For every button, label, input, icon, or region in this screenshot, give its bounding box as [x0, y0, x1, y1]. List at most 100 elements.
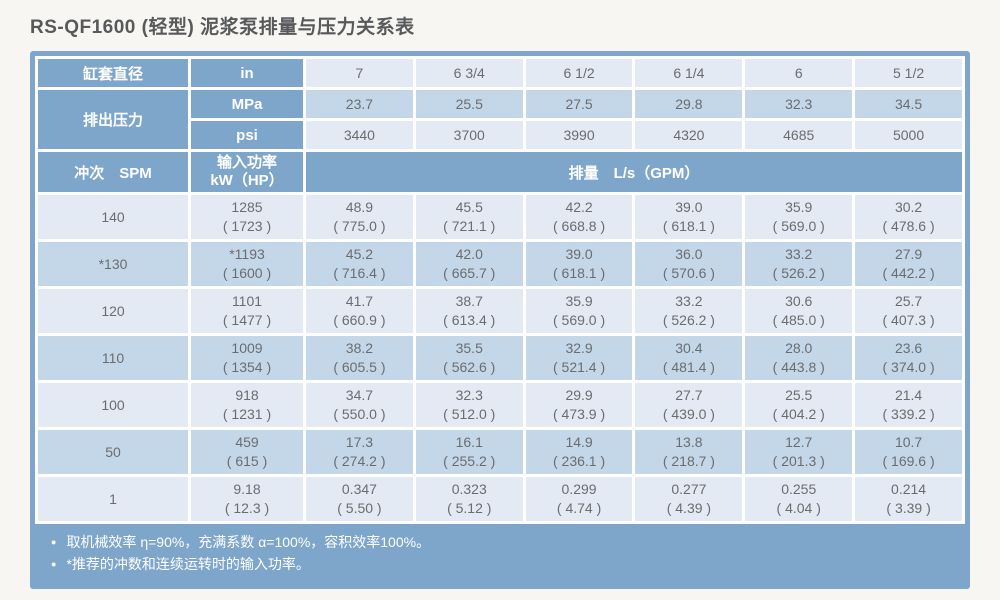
paren-line: ( 526.2 ): [772, 265, 825, 281]
psi-cell: 3990: [525, 121, 633, 149]
notes-section: ● 取机械效率 η=90%，充满系数 α=100%，容积效率100%。 ● *推…: [35, 524, 965, 584]
paren-line: ( 618.1 ): [662, 218, 715, 234]
flow-cell: 0.255 ( 4.04 ): [745, 477, 853, 521]
note-text: 取机械效率 η=90%，充满系数 α=100%，容积效率100%。: [66, 534, 431, 550]
flow-cell: 38.7 ( 613.4 ): [415, 289, 523, 333]
power-cell: 1009 ( 1354 ): [191, 336, 303, 380]
flow-cell: 12.7 ( 201.3 ): [745, 430, 853, 474]
column-header-row: 冲次 SPM 输入功率 kW（HP） 排量 L/s（GPM）: [38, 152, 962, 192]
value-line: 16.1: [455, 434, 483, 450]
note-text: *推荐的冲数和连续运转时的输入功率。: [66, 556, 310, 572]
flow-cell: 35.9 ( 569.0 ): [745, 195, 853, 239]
psi-cell: 3440: [306, 121, 413, 149]
paren-line: ( 169.6 ): [882, 453, 935, 469]
value-line: 42.2: [565, 199, 593, 215]
flow-cell: 30.2 ( 478.6 ): [855, 195, 962, 239]
value-line: 1101: [231, 293, 263, 309]
liner-size-cell: 6: [745, 59, 853, 87]
value-line: 0.214: [891, 481, 927, 497]
power-cell: 1101 ( 1477 ): [191, 289, 303, 333]
flow-cell: 42.2 ( 668.8 ): [525, 195, 633, 239]
flow-cell: 0.347 ( 5.50 ): [306, 477, 413, 521]
flow-cell: 0.323 ( 5.12 ): [415, 477, 523, 521]
paren-line: ( 521.4 ): [553, 359, 606, 375]
flow-cell: 23.6 ( 374.0 ): [855, 336, 962, 380]
value-line: 0.255: [781, 481, 817, 497]
paren-line: ( 668.8 ): [553, 218, 606, 234]
value-line: 25.5: [785, 387, 813, 403]
value-line: 33.2: [675, 293, 703, 309]
unit-psi-label: psi: [191, 121, 303, 149]
value-line: 1009: [231, 340, 263, 356]
value-line: 41.7: [345, 293, 374, 309]
mpa-cell: 25.5: [415, 90, 523, 118]
liner-size-cell: 6 1/4: [635, 59, 743, 87]
bullet-icon: ●: [51, 559, 57, 569]
value-line: 459: [235, 434, 259, 450]
flow-cell: 35.5 ( 562.6 ): [415, 336, 523, 380]
spm-cell: 50: [38, 430, 188, 474]
spm-cell: 1: [38, 477, 188, 521]
paren-line: ( 236.1 ): [553, 453, 606, 469]
value-line: 17.3: [345, 434, 374, 450]
flow-cell: 0.214 ( 3.39 ): [855, 477, 962, 521]
power-cell: 9.18 ( 12.3 ): [191, 477, 303, 521]
value-line: 38.2: [345, 340, 374, 356]
value-line: 918: [235, 387, 259, 403]
power-column-label: 输入功率 kW（HP）: [191, 152, 303, 192]
paren-line: ( 1600 ): [222, 265, 272, 281]
flow-cell: 10.7 ( 169.6 ): [855, 430, 962, 474]
paren-line: ( 255.2 ): [443, 453, 496, 469]
note-item: ● 取机械效率 η=90%，充满系数 α=100%，容积效率100%。: [35, 531, 965, 553]
flow-cell: 41.7 ( 660.9 ): [306, 289, 413, 333]
value-line: 32.3: [455, 387, 483, 403]
paren-line: ( 605.5 ): [333, 359, 386, 375]
flow-cell: 34.7 ( 550.0 ): [306, 383, 413, 427]
page-title: RS-QF1600 (轻型) 泥浆泵排量与压力关系表: [30, 17, 415, 38]
spm-cell: 110: [38, 336, 188, 380]
value-line: 25.7: [894, 293, 923, 309]
psi-cell: 4320: [635, 121, 743, 149]
paren-line: ( 665.7 ): [443, 265, 496, 281]
paren-line: ( 775.0 ): [333, 218, 386, 234]
paren-line: ( 478.6 ): [882, 218, 935, 234]
table-row: 100 918 ( 1231 ) 34.7 ( 550.0 ) 32.3 ( 512.0 )…: [38, 383, 962, 427]
paren-line: ( 1354 ): [222, 359, 272, 375]
flow-cell: 14.9 ( 236.1 ): [525, 430, 633, 474]
power-cell: 918 ( 1231 ): [191, 383, 303, 427]
flow-cell: 25.7 ( 407.3 ): [855, 289, 962, 333]
paren-line: ( 4.39 ): [666, 500, 712, 516]
paren-line: ( 1231 ): [222, 406, 272, 422]
paren-line: ( 526.2 ): [662, 312, 715, 328]
paren-line: ( 569.0 ): [772, 218, 825, 234]
value-line: 35.9: [565, 293, 593, 309]
paren-line: ( 339.2 ): [882, 406, 935, 422]
value-line: 35.9: [785, 199, 813, 215]
paren-line: ( 1723 ): [222, 218, 272, 234]
value-line: 30.2: [894, 199, 923, 215]
mpa-cell: 32.3: [745, 90, 853, 118]
flow-cell: 39.0 ( 618.1 ): [635, 195, 743, 239]
psi-cell: 5000: [855, 121, 962, 149]
value-line: 0.299: [561, 481, 597, 497]
discharge-pressure-label: 排出压力: [38, 90, 188, 149]
flow-cell: 28.0 ( 443.8 ): [745, 336, 853, 380]
unit-mpa-label: MPa: [191, 90, 303, 118]
flow-cell: 42.0 ( 665.7 ): [415, 242, 523, 286]
mpa-cell: 29.8: [635, 90, 743, 118]
paren-line: ( 473.9 ): [553, 406, 606, 422]
flow-cell: 45.2 ( 716.4 ): [306, 242, 413, 286]
value-line: 0.347: [341, 481, 377, 497]
paren-line: ( 442.2 ): [882, 265, 935, 281]
table-row: 50 459 ( 615 ) 17.3 ( 274.2 ) 16.1 ( 255.2 ) 14…: [38, 430, 962, 474]
flow-cell: 32.3 ( 512.0 ): [415, 383, 523, 427]
value-line: 29.9: [565, 387, 593, 403]
value-line: 30.6: [785, 293, 813, 309]
paren-line: ( 562.6 ): [443, 359, 496, 375]
value-line: 14.9: [565, 434, 593, 450]
flow-cell: 16.1 ( 255.2 ): [415, 430, 523, 474]
pump-table-panel: 缸套直径 in 7 6 3/4 6 1/2 6 1/4 6 5 1/2 排出压力…: [30, 51, 970, 589]
flow-cell: 45.5 ( 721.1 ): [415, 195, 523, 239]
pressure-mpa-row: 排出压力 MPa 23.7 25.5 27.5 29.8 32.3 34.5: [38, 90, 962, 149]
paren-line: ( 613.4 ): [443, 312, 496, 328]
